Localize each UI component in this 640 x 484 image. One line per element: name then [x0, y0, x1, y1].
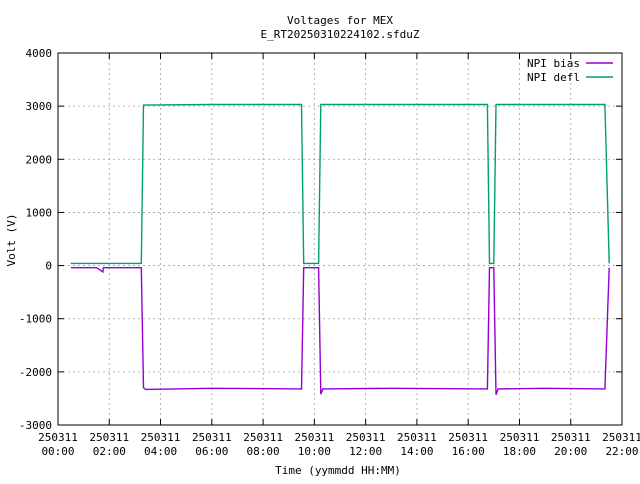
x-tick-label-date: 250311 [397, 431, 437, 444]
x-tick-label-time: 12:00 [349, 445, 382, 458]
series-line-npi-defl [70, 103, 610, 265]
y-tick-label: -3000 [19, 419, 52, 432]
x-tick-label-date: 250311 [448, 431, 488, 444]
x-tick-label-date: 250311 [89, 431, 129, 444]
x-tick-label-date: 250311 [38, 431, 78, 444]
y-axis-label: Volt (V) [5, 214, 18, 267]
x-axis-label: Time (yymmdd HH:MM) [275, 464, 401, 477]
x-tick-label-date: 250311 [346, 431, 386, 444]
x-tick-label-date: 250311 [141, 431, 181, 444]
axis-ticks: 40003000200010000-1000-2000-300025031100… [19, 47, 640, 458]
x-tick-label-date: 250311 [602, 431, 640, 444]
x-tick-label-time: 22:00 [605, 445, 638, 458]
y-tick-label: 2000 [26, 153, 53, 166]
y-tick-label: -1000 [19, 313, 52, 326]
chart-title: Voltages for MEX [287, 14, 393, 27]
x-tick-label-time: 14:00 [400, 445, 433, 458]
legend: NPI bias NPI defl [527, 57, 613, 84]
x-tick-label-time: 20:00 [554, 445, 587, 458]
x-tick-label-time: 18:00 [503, 445, 536, 458]
y-tick-label: -2000 [19, 366, 52, 379]
x-tick-label-date: 250311 [243, 431, 283, 444]
y-tick-label: 4000 [26, 47, 53, 60]
x-tick-label-time: 06:00 [195, 445, 228, 458]
plot-area-border [57, 52, 623, 426]
legend-label-npi-defl: NPI defl [527, 71, 580, 84]
series-lines [70, 103, 610, 395]
x-tick-label-date: 250311 [500, 431, 540, 444]
x-tick-label-time: 02:00 [93, 445, 126, 458]
x-tick-label-time: 04:00 [144, 445, 177, 458]
x-tick-label-time: 10:00 [298, 445, 331, 458]
y-tick-label: 0 [45, 260, 52, 273]
x-tick-label-time: 16:00 [452, 445, 485, 458]
x-tick-label-time: 00:00 [41, 445, 74, 458]
chart-subtitle: E_RT20250310224102.sfduZ [261, 28, 420, 41]
x-tick-label-date: 250311 [192, 431, 232, 444]
x-tick-label-time: 08:00 [247, 445, 280, 458]
legend-label-npi-bias: NPI bias [527, 57, 580, 70]
y-tick-label: 1000 [26, 206, 53, 219]
y-tick-label: 3000 [26, 100, 53, 113]
x-tick-label-date: 250311 [294, 431, 334, 444]
series-line-npi-bias [70, 267, 610, 395]
x-tick-label-date: 250311 [551, 431, 591, 444]
